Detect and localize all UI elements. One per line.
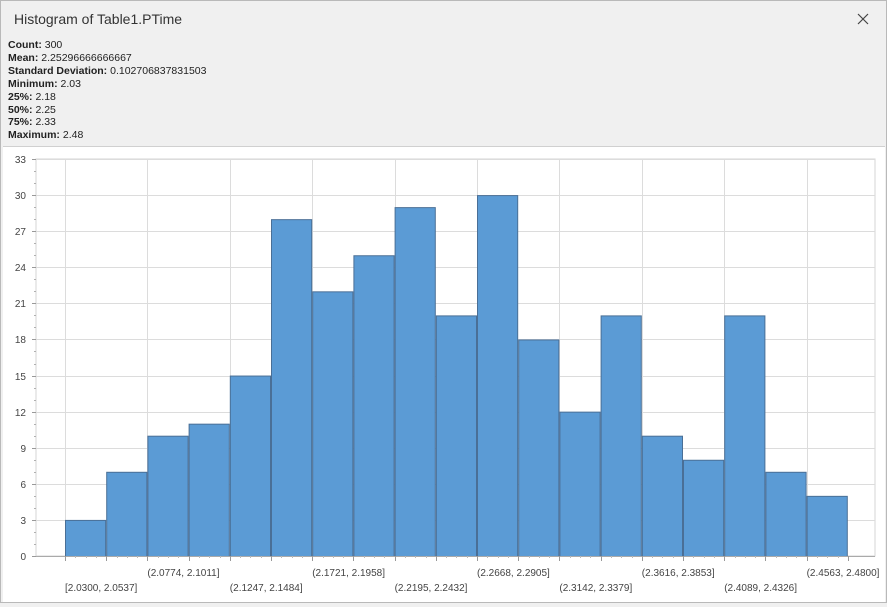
y-tick-label: 24 [15, 263, 27, 274]
y-tick-label: 30 [15, 191, 27, 202]
stat-count: Count: 300 [8, 39, 63, 51]
x-tick-label: (2.2668, 2.2905] [477, 568, 550, 579]
y-tick-label: 6 [20, 480, 26, 491]
histogram-bar [600, 315, 642, 557]
y-tick-label: 3 [20, 516, 26, 527]
close-icon [857, 13, 869, 25]
histogram-chart: 0 3 6 9 12 15 18 21 24 27 30 33 [2.0300, 2.0537] (2.0… [3, 146, 885, 602]
histogram-bar [559, 411, 601, 557]
x-tick-label: (2.1247, 2.1484] [230, 583, 303, 594]
x-tick-label: (2.4563, 2.4800] [807, 568, 880, 579]
title-bar: Histogram of Table1.PTime [1, 1, 886, 37]
histogram-bar [188, 423, 230, 557]
x-tick-label: (2.1721, 2.1958] [312, 568, 385, 579]
histogram-bar [394, 207, 436, 557]
stat-75-percent: 75%: 2.33 [8, 116, 56, 129]
window-title: Histogram of Table1.PTime [14, 11, 183, 27]
stat-mean: Mean: 2.25296666666667 [8, 51, 132, 64]
stat-minimum: Minimum: 2.03 [8, 77, 81, 90]
histogram-bar [435, 315, 477, 557]
histogram-bar [229, 375, 272, 557]
stat-std-dev: Standard Deviation: 0.102706837831503 [8, 64, 207, 77]
y-tick-label: 15 [15, 372, 27, 383]
x-tick-label: (2.3616, 2.3853] [642, 568, 715, 579]
histogram-bar [271, 219, 313, 557]
histogram-bar [518, 339, 560, 557]
histogram-bar [147, 435, 189, 557]
stat-maximum: Maximum: 2.48 [8, 129, 84, 142]
histogram-bar [724, 315, 766, 557]
y-tick-label: 18 [15, 335, 27, 346]
x-tick-label: [2.0300, 2.0537] [65, 583, 138, 594]
y-tick-label: 27 [15, 227, 27, 238]
histogram-bar [806, 495, 848, 557]
y-tick-label: 21 [15, 299, 27, 310]
histogram-bar [477, 195, 519, 557]
summary-statistics: Count: 300 Mean: 2.25296666666667 Standa… [8, 39, 206, 142]
x-tick-label: (2.0774, 2.1011] [147, 568, 219, 579]
close-button[interactable] [851, 7, 875, 31]
y-tick-label: 0 [20, 552, 26, 563]
histogram-bar [683, 459, 725, 557]
histogram-bar [765, 471, 807, 557]
stat-25-percent: 25%: 2.18 [8, 90, 56, 103]
stat-50-percent: 50%: 2.25 [8, 103, 56, 116]
y-tick-label: 12 [15, 408, 27, 419]
histogram-bar [312, 291, 354, 557]
x-tick-label: (2.3142, 2.3379] [559, 583, 632, 594]
y-tick-label: 33 [15, 155, 27, 166]
histogram-svg: 0 3 6 9 12 15 18 21 24 27 30 33 [2.0300, 2.0537] (2.0… [15, 155, 880, 594]
y-tick-label: 9 [20, 444, 26, 455]
histogram-bar [65, 519, 107, 557]
x-tick-label: (2.4089, 2.4326] [724, 583, 797, 594]
histogram-bar [641, 435, 683, 557]
histogram-bar [353, 255, 395, 557]
histogram-bar [106, 471, 148, 557]
x-tick-label: (2.2195, 2.2432] [395, 583, 468, 594]
